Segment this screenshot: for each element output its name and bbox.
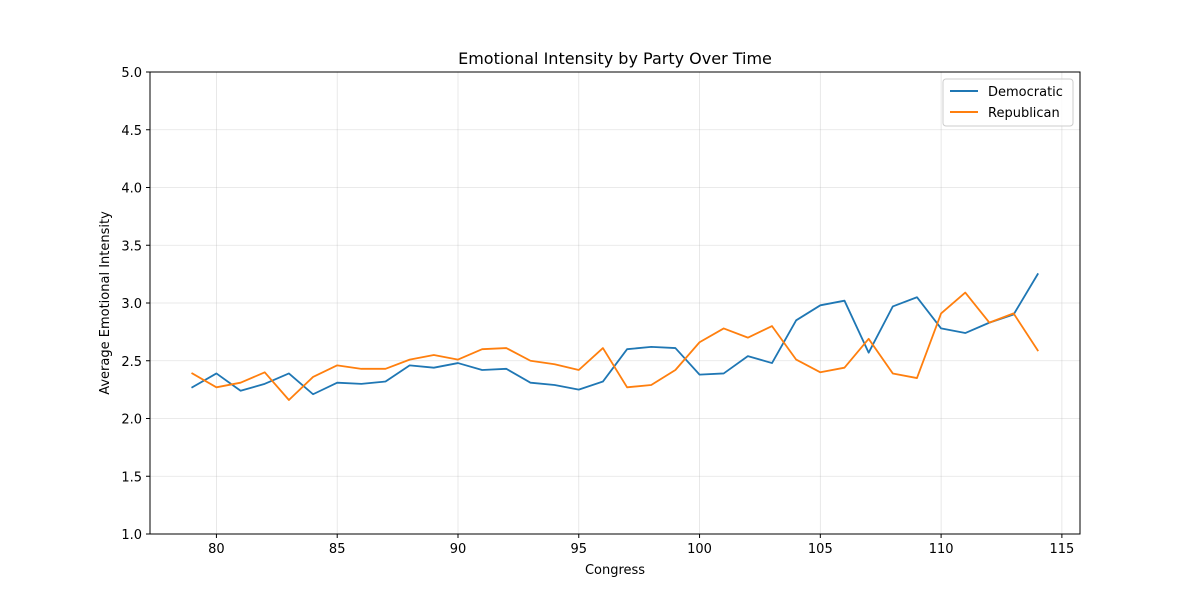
chart-title: Emotional Intensity by Party Over Time <box>458 49 772 68</box>
legend: Democratic Republican <box>942 78 1074 127</box>
y-tick-label: 2.5 <box>121 355 142 370</box>
x-tick-label: 100 <box>687 542 712 557</box>
x-axis-ticks: 80 85 90 95 100 105 110 115 <box>208 534 1074 557</box>
legend-label-republican: Republican <box>988 106 1060 121</box>
y-axis-ticks: 1.0 1.5 2.0 2.5 3.0 3.5 4.0 4.5 5.0 <box>121 66 150 543</box>
series-line-democratic <box>191 272 1039 396</box>
y-tick-label: 4.0 <box>121 182 142 197</box>
x-tick-label: 90 <box>450 542 467 557</box>
x-tick-label: 95 <box>570 542 587 557</box>
series-line-republican <box>191 291 1039 401</box>
x-tick-label: 105 <box>808 542 833 557</box>
x-axis-label: Congress <box>585 563 645 578</box>
y-tick-label: 1.5 <box>121 470 142 485</box>
series-lines <box>191 272 1039 401</box>
y-tick-label: 3.0 <box>121 297 142 312</box>
y-axis-label: Average Emotional Intensity <box>98 211 113 395</box>
y-tick-label: 2.0 <box>121 413 142 428</box>
y-tick-label: 4.5 <box>121 124 142 139</box>
legend-label-democratic: Democratic <box>988 85 1063 100</box>
x-tick-label: 110 <box>929 542 954 557</box>
x-tick-label: 85 <box>329 542 346 557</box>
y-tick-label: 1.0 <box>121 528 142 543</box>
x-tick-label: 115 <box>1049 542 1074 557</box>
y-tick-label: 3.5 <box>121 239 142 254</box>
x-tick-label: 80 <box>208 542 225 557</box>
y-tick-label: 5.0 <box>121 66 142 81</box>
